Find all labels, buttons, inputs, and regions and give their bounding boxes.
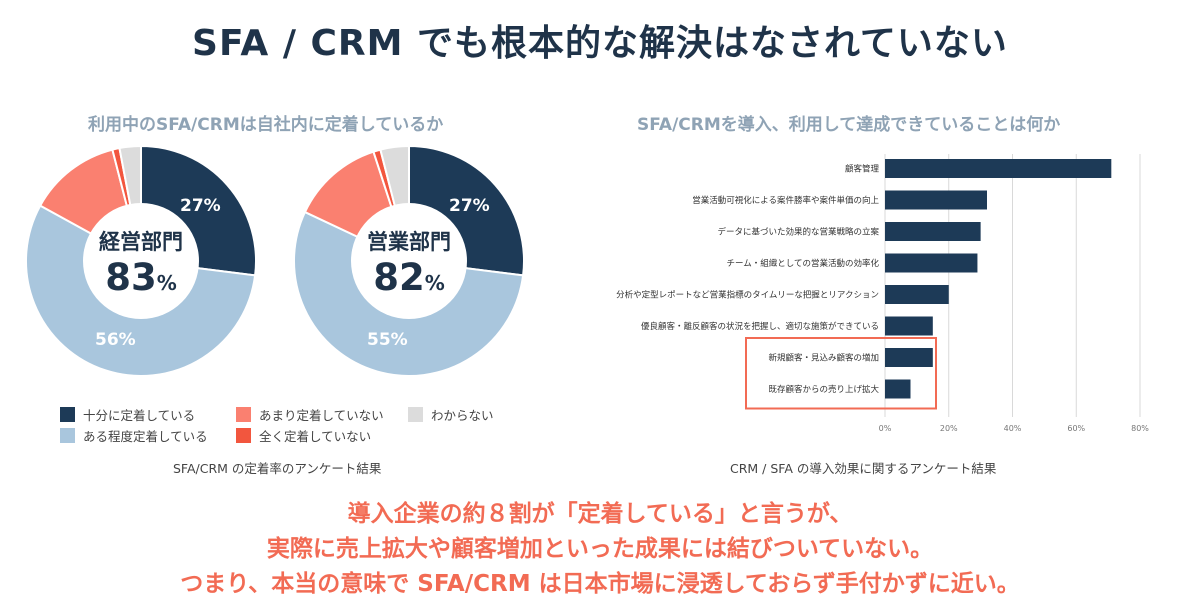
bar [885, 285, 949, 304]
legend-item-partial: ある程度定着している [60, 426, 208, 445]
bar-category-label: 既存顧客からの売り上げ拡大 [768, 384, 879, 395]
highlight-box [745, 337, 937, 410]
donut1-hole [83, 203, 199, 319]
bar-category-label: 顧客管理 [845, 164, 880, 175]
bar [885, 222, 981, 241]
bar [885, 348, 933, 367]
legend-label-full: 十分に定着している [83, 408, 196, 423]
bar [885, 316, 933, 336]
right-chart-caption: CRM / SFA の導入効果に関するアンケート結果 [730, 461, 997, 476]
donut-chart-sales [293, 145, 525, 377]
legend-item-unknown: わからない [408, 405, 494, 424]
legend-item-none: 全く定着していない [236, 426, 371, 445]
left-chart-subtitle: 利用中のSFA/CRMは自社内に定着しているか [88, 115, 444, 135]
legend-label-none: 全く定着していない [259, 429, 372, 444]
donut2-label-full: 27% [449, 196, 490, 216]
legend-swatch-partial [60, 428, 75, 443]
legend-label-unknown: わからない [431, 408, 494, 423]
donut2-center: 営業部門 82% [353, 226, 465, 299]
bar [885, 253, 978, 273]
x-tick-label: 0% [879, 424, 892, 433]
donut2-hole [351, 203, 467, 319]
donut2-center-unit: % [424, 271, 445, 295]
legend-item-rarely: あまり定着していない [236, 405, 384, 424]
legend-swatch-full [60, 407, 75, 422]
x-tick-label: 40% [1004, 424, 1022, 433]
x-tick-label: 80% [1131, 424, 1149, 433]
donut1-center-value: 83 [105, 256, 157, 299]
legend-swatch-unknown [408, 407, 423, 422]
bar-category-label: チーム・組織としての営業活動の効率化 [727, 258, 880, 269]
legend-item-full: 十分に定着している [60, 405, 195, 424]
donut1-department-label: 経営部門 [99, 230, 183, 254]
x-tick-label: 20% [940, 424, 958, 433]
donut-chart-management [25, 145, 257, 377]
donut1-label-partial: 56% [95, 330, 136, 350]
bar-category-label: 優良顧客・離反顧客の状況を把握し、適切な施策ができている [641, 321, 879, 332]
bar [885, 190, 987, 210]
donut2-label-partial: 55% [367, 330, 408, 350]
legend-swatch-rarely [236, 407, 251, 422]
bar-category-label: 新規顧客・見込み顧客の増加 [768, 353, 879, 364]
legend-label-partial: ある程度定着している [83, 429, 208, 444]
bar [885, 159, 1112, 178]
bar-category-label: 営業活動可視化による案件勝率や案件単価の向上 [692, 195, 879, 206]
conclusion-line-3: つまり、本当の意味で SFA/CRM は日本市場に浸透しておらず手付かずに近い。 [180, 571, 1020, 597]
bar-chart-effects: 0% 20% 40% 60% 80% 顧客管理営業活動可視化による案件勝率や案件単価の向上… [616, 154, 1149, 433]
legend-swatch-none [236, 428, 251, 443]
donut1-center-unit: % [156, 271, 177, 295]
bar [885, 379, 911, 399]
x-tick-label: 60% [1067, 424, 1085, 433]
legend-label-rarely: あまり定着していない [259, 408, 384, 423]
page-title: SFA / CRM でも根本的な解決はなされていない [192, 23, 1008, 64]
donut1-center: 経営部門 83% [85, 226, 197, 299]
donut1-label-full: 27% [180, 196, 221, 216]
conclusion-line-2: 実際に売上拡大や顧客増加といった成果には結びついていない。 [266, 536, 934, 562]
right-chart-subtitle: SFA/CRMを導入、利用して達成できていることは何か [637, 115, 1061, 135]
conclusion-text: 導入企業の約８割が「定着している」と言うが、 実際に売上拡大や顧客増加といった成… [0, 497, 1200, 602]
bar-category-label: 分析や定型レポートなど営業指標のタイムリーな把握とリアクション [616, 290, 879, 301]
conclusion-line-1: 導入企業の約８割が「定着している」と言うが、 [347, 501, 853, 527]
donut2-department-label: 営業部門 [367, 230, 451, 254]
left-chart-caption: SFA/CRM の定着率のアンケート結果 [173, 461, 382, 476]
donut2-center-value: 82 [373, 256, 425, 299]
bar-category-label: データに基づいた効果的な営業戦略の立案 [717, 227, 879, 238]
